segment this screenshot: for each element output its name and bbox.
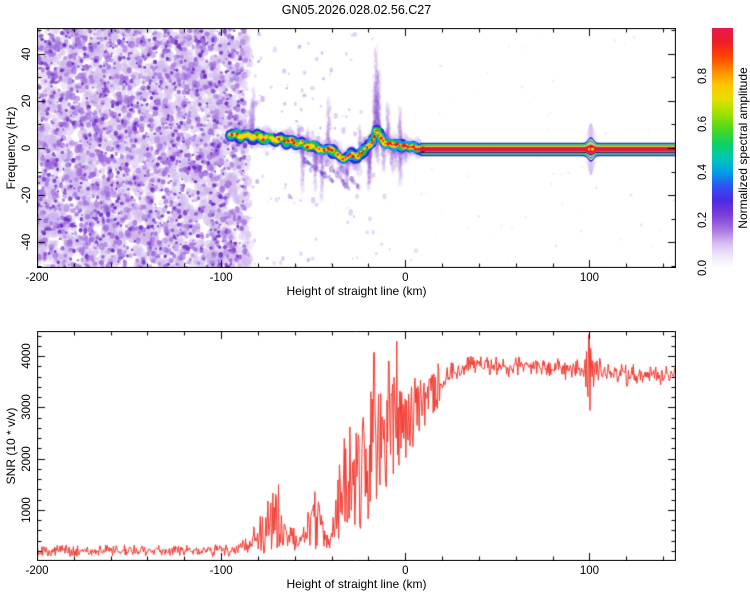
y-tick-label: 20 [21,94,33,108]
spectrogram-x-axis-label: Height of straight line (km) [286,284,427,298]
colorbar-tick-label: 0.2 [697,212,709,228]
colorbar-gradient [712,28,733,268]
snr-y-axis-label: SNR (10 * v/v) [4,407,18,485]
page-title: GN05.2026.028.02.56.C27 [281,3,432,17]
x-tick-label: 100 [579,272,600,284]
y-tick-label: -40 [21,233,33,251]
x-tick-label: -100 [209,565,233,577]
x-tick-label: -200 [25,272,49,284]
spectrogram-y-axis-label: Frequency (Hz) [4,106,18,190]
y-tick-label: -20 [21,186,33,204]
colorbar-label: Normalized spectral amplitude [736,67,750,229]
colorbar-tick-label: 0.0 [697,260,709,276]
y-tick-label: 1000 [21,496,33,523]
x-tick-label: -200 [25,565,49,577]
y-tick-label: 2000 [21,445,33,472]
x-tick-label: 0 [402,565,409,577]
colorbar-tick-label: 0.8 [697,68,709,84]
x-tick-label: 0 [402,272,409,284]
y-tick-label: 40 [21,47,33,61]
y-tick-label: 4000 [21,343,33,369]
snr-x-axis-label: Height of straight line (km) [286,577,427,591]
x-tick-label: -100 [209,272,233,284]
snr-canvas [37,331,676,561]
spectrogram-canvas [37,28,676,268]
colorbar-tick-label: 0.4 [697,164,709,180]
colorbar-tick-label: 0.6 [697,116,709,132]
y-tick-label: 0 [21,144,33,152]
y-tick-label: 3000 [21,394,33,421]
x-tick-label: 100 [579,565,600,577]
